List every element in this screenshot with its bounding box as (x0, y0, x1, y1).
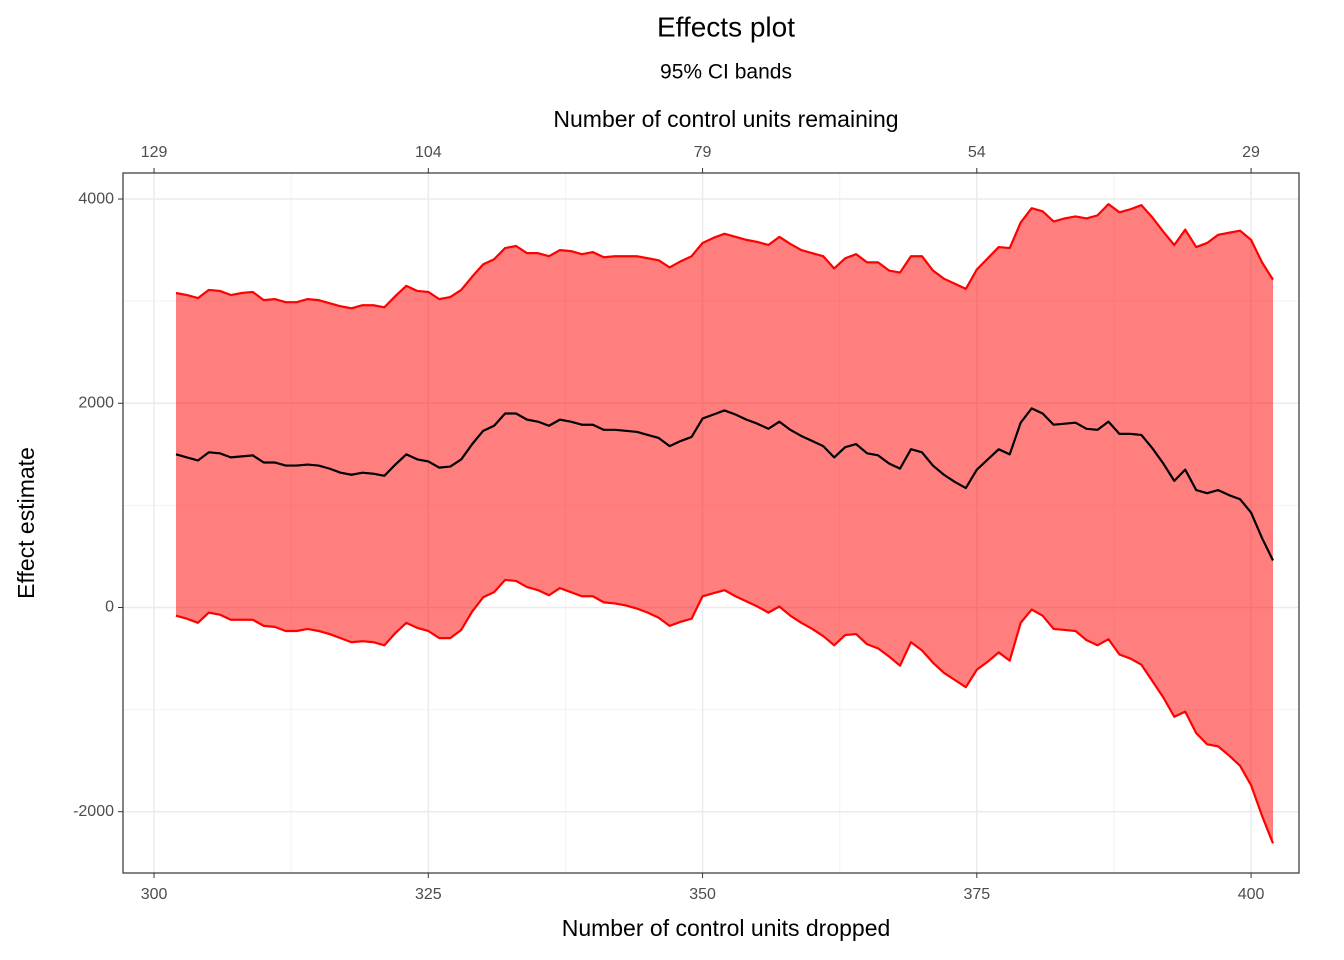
x-axis-title: Number of control units dropped (562, 915, 891, 941)
ci-band (175, 204, 1274, 844)
x-tick-label: 400 (1238, 886, 1265, 903)
plot-area (175, 203, 1275, 844)
x-tick-label: 300 (141, 886, 168, 903)
series-line (175, 203, 1274, 310)
panel-border (122, 172, 1300, 874)
series-line (175, 578, 1275, 844)
series-line (175, 407, 1274, 562)
chart-subtitle: 95% CI bands (660, 61, 792, 84)
y-axis-title: Effect estimate (13, 447, 39, 599)
x2-tick-label: 129 (141, 144, 168, 161)
y-tick-label: 4000 (78, 190, 114, 207)
x2-tick-label: 29 (1242, 144, 1260, 161)
x-tick-label: 350 (689, 886, 716, 903)
x2-axis-title: Number of control units remaining (553, 106, 898, 132)
x-tick-label: 325 (415, 886, 442, 903)
chart-title: Effects plot (657, 11, 795, 42)
y-tick-label: 0 (105, 599, 114, 616)
x2-tick-label: 79 (694, 144, 712, 161)
x-tick-label: 375 (963, 886, 990, 903)
y-tick-label: -2000 (73, 803, 114, 820)
x2-tick-label: 104 (415, 144, 442, 161)
y-tick-label: 2000 (78, 394, 114, 411)
x2-tick-label: 54 (968, 144, 986, 161)
